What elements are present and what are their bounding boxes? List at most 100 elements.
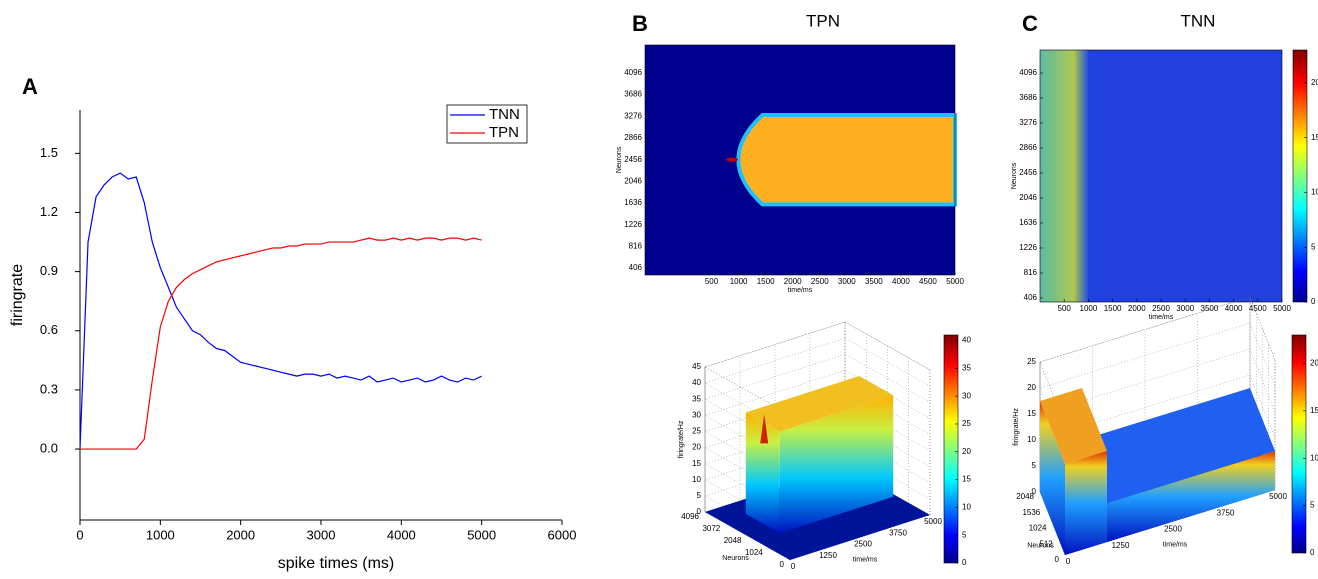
y-tick-label: 0.6: [40, 322, 58, 337]
y-tick-label: 4096: [624, 68, 642, 77]
x-tick-label: 3500: [1201, 304, 1219, 313]
x-axis-label: spike times (ms): [278, 555, 394, 572]
z-axis-label: firingrate/Hz: [678, 420, 685, 458]
y-tick-label: 1636: [624, 198, 642, 207]
y-tick-label: 512: [1039, 539, 1053, 548]
y-tick-label: 1226: [1019, 243, 1037, 252]
y-axis-label: Neurons: [1011, 162, 1018, 189]
y-tick-label: 1.5: [40, 145, 58, 160]
x-tick-label: 4500: [1249, 304, 1267, 313]
colorbar-tick-label: 15: [962, 475, 971, 484]
y-tick-label: 4096: [681, 512, 699, 521]
x-tick-label: 4500: [919, 277, 937, 286]
x-tick-label: 1500: [1104, 304, 1122, 313]
colorbar-tick-label: 5: [1311, 242, 1316, 251]
y-tick-label: 1.2: [40, 204, 58, 219]
x-tick-label: 0: [791, 562, 796, 571]
x-tick-label: 5000: [924, 517, 942, 526]
z-tick-label: 15: [692, 459, 701, 468]
legend-label: TPN: [489, 124, 519, 141]
x-axis-label: time/ms: [1149, 314, 1174, 321]
y-tick-label: 2046: [1019, 193, 1037, 202]
x-tick-label: 0: [1066, 557, 1071, 566]
y-tick-label: 1636: [1019, 218, 1037, 227]
x-tick-label: 3750: [889, 528, 907, 537]
x-tick-label: 3000: [838, 277, 856, 286]
colorbar-tick-label: 25: [962, 419, 971, 428]
plot-frame: [644, 44, 956, 276]
y-tick-label: 2866: [624, 133, 642, 142]
y-tick-label: 3686: [1019, 93, 1037, 102]
y-tick-label: 816: [629, 241, 643, 250]
x-tick-label: 1500: [757, 277, 775, 286]
x-axis-label: time/ms: [788, 287, 813, 294]
y-axis-label: Neurons: [1027, 542, 1054, 549]
y-axis-label: Neurons: [722, 555, 749, 562]
box-edge: [704, 321, 846, 368]
box-edge: [1039, 296, 1251, 363]
colorbar-tick-label: 30: [962, 391, 971, 400]
z-tick-label: 25: [1027, 357, 1036, 366]
y-tick-label: 3276: [624, 111, 642, 120]
series-line: [79, 172, 482, 450]
colorbar-tick-label: 15: [1311, 133, 1318, 142]
colorbar: [1292, 49, 1308, 303]
heatmap-hotspot: [726, 157, 739, 162]
surface-face: [1040, 401, 1065, 555]
colorbar-tick-label: 10: [1311, 188, 1318, 197]
colorbar-tick-label: 0: [1310, 548, 1315, 557]
colorbar-tick-label: 10: [962, 502, 971, 511]
z-tick-label: 35: [692, 394, 701, 403]
x-tick-label: 1000: [730, 277, 748, 286]
colorbar-tick-label: 15: [1310, 406, 1318, 415]
z-tick-label: 5: [697, 491, 702, 500]
legend-label: TNN: [489, 106, 520, 123]
z-tick-label: 10: [692, 475, 701, 484]
grid-line: [1039, 296, 1276, 426]
colorbar-tick-label: 0: [962, 558, 967, 567]
x-tick-label: 3500: [865, 277, 883, 286]
panel-label: C: [1022, 11, 1038, 36]
chart-title: TPN: [806, 11, 840, 30]
surface-face: [745, 412, 780, 534]
x-tick-label: 2500: [811, 277, 829, 286]
x-tick-label: 500: [705, 277, 719, 286]
chart-title: TNN: [1181, 11, 1216, 30]
x-tick-label: 5000: [1273, 304, 1291, 313]
surface-face: [1107, 451, 1275, 542]
x-tick-label: 2000: [784, 277, 802, 286]
z-tick-label: 30: [692, 410, 701, 419]
y-tick-label: 1024: [1029, 524, 1047, 533]
y-tick-label: 0: [780, 560, 785, 569]
x-tick-label: 6000: [548, 527, 577, 542]
z-axis-label: firingrate/Hz: [1013, 408, 1020, 446]
x-tick-label: 5000: [946, 277, 964, 286]
x-axis-label: time/ms: [1163, 541, 1188, 548]
colorbar-tick-label: 20: [962, 447, 971, 456]
y-tick-label: 3686: [624, 90, 642, 99]
y-tick-label: 2866: [1019, 143, 1037, 152]
y-tick-label: 406: [1024, 293, 1038, 302]
x-tick-label: 4000: [892, 277, 910, 286]
surface-face: [779, 395, 894, 534]
z-tick-label: 10: [1027, 435, 1036, 444]
heatmap-active-region: [736, 113, 957, 207]
x-tick-label: 1250: [819, 551, 837, 560]
legend-box: [446, 104, 528, 144]
y-axis-label: firingrate: [9, 264, 26, 326]
colorbar-tick-label: 40: [962, 336, 971, 345]
y-tick-label: 816: [1024, 268, 1038, 277]
x-tick-label: 1000: [1080, 304, 1098, 313]
y-tick-label: 2046: [624, 176, 642, 185]
x-tick-label: 3750: [1217, 508, 1235, 517]
colorbar-tick-label: 10: [1310, 453, 1318, 462]
x-axis-label: time/ms: [853, 556, 878, 563]
y-tick-label: 3276: [1019, 118, 1037, 127]
x-tick-label: 2000: [1128, 304, 1146, 313]
x-tick-label: 0: [76, 527, 83, 542]
z-tick-label: 25: [692, 427, 701, 436]
surface-face: [1065, 451, 1107, 555]
colorbar-tick-label: 5: [1310, 501, 1315, 510]
y-tick-label: 406: [629, 263, 643, 272]
panel-label: A: [22, 74, 38, 99]
